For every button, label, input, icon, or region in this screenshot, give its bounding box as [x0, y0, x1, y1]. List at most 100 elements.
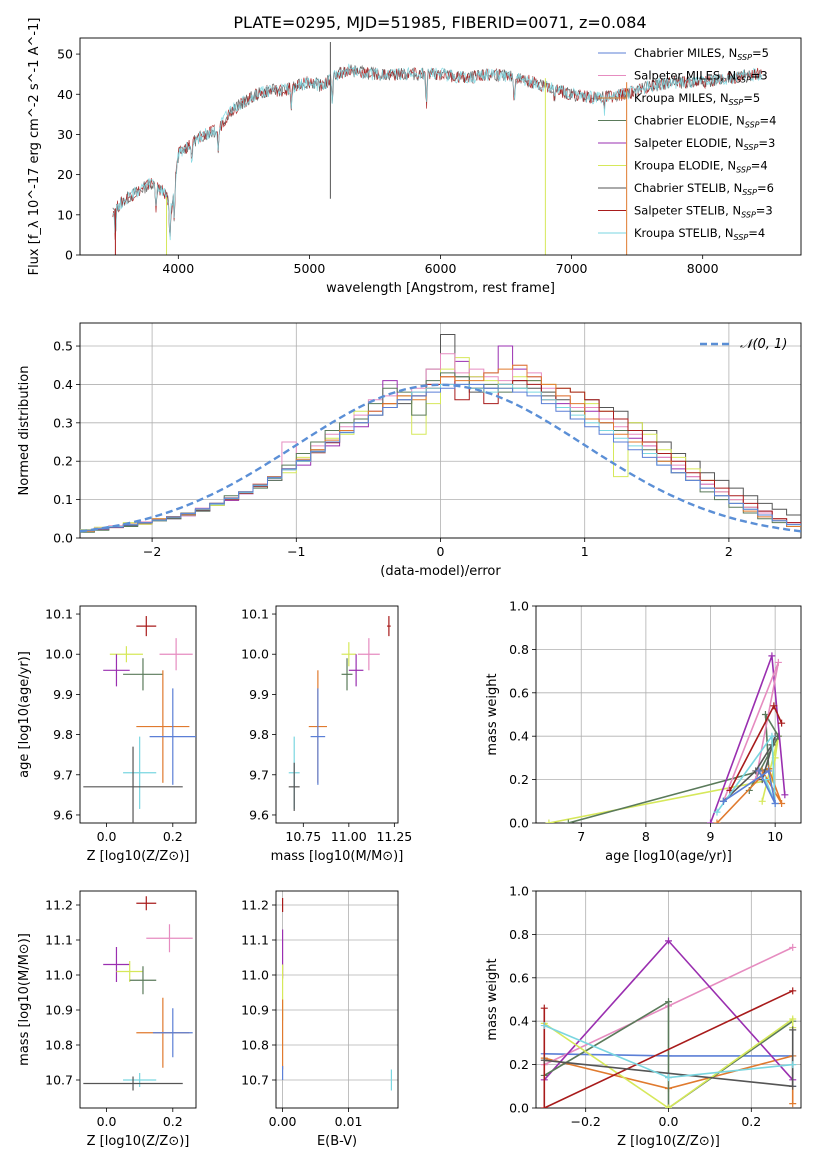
z_weight-marker — [540, 1056, 548, 1064]
age_weight-marker — [765, 767, 773, 775]
mass_age-ytick-label: 9.6 — [249, 807, 269, 822]
mass_age-xtick-label: 11.25 — [376, 829, 412, 844]
residuals-ytick-label: 0.3 — [53, 415, 73, 430]
z_weight-marker — [665, 1074, 672, 1082]
z_mass-xlabel: Z [log10(Z/Z⊙)] — [87, 1134, 190, 1149]
ebv_mass-ytick-label: 10.7 — [241, 1073, 269, 1088]
z_weight-marker — [665, 1104, 672, 1108]
z_weight-marker — [789, 1082, 797, 1090]
residuals-ylabel: Normed distribution — [17, 366, 32, 496]
age_weight-marker — [781, 791, 789, 799]
spectrum-xlabel: wavelength [Angstrom, rest frame] — [326, 281, 555, 296]
mass_age-xlabel: mass [log10(M/M⊙)] — [271, 849, 404, 864]
age_weight-xtick-label: 8 — [642, 829, 650, 844]
z_age-ytick-label: 10.1 — [45, 607, 73, 622]
ebv_mass-ytick-label: 11.1 — [241, 933, 269, 948]
z_weight-marker — [789, 943, 797, 951]
z_weight-marker — [540, 1022, 548, 1030]
z_age-axes: 0.0 0.2 9.6 9.7 9.8 9.9 10.0 10.1 Z [log10(Z/Z⊙)… — [17, 605, 197, 864]
z_age-xlabel: Z [log10(Z/Z⊙)] — [87, 849, 190, 864]
age_weight-ylabel: mass weight — [485, 673, 500, 755]
age_weight-xtick-label: 7 — [577, 829, 585, 844]
z_weight-xtick-label: −0.2 — [571, 1114, 601, 1129]
z_weight-ytick-label: 0.4 — [509, 1014, 529, 1029]
z_weight-ylabel: mass weight — [485, 958, 500, 1040]
age_weight-marker — [564, 819, 572, 823]
z_mass-frame — [79, 890, 197, 1109]
residuals-ytick-label: 0.5 — [53, 339, 73, 354]
z_weight-marker — [540, 1004, 548, 1012]
ebv_mass-points — [281, 898, 393, 1091]
mass_age-axes: 10.75 11.00 11.25 9.6 9.7 9.8 9.9 10.0 10.1 mass … — [241, 605, 412, 864]
z_age-frame — [79, 605, 197, 824]
age_weight-xtick-label: 10 — [767, 829, 783, 844]
histogram-chabrier_stelib — [80, 334, 801, 532]
z_weight-marker — [789, 987, 797, 995]
legend-label: Kroupa MILES, NSSP=5 — [634, 91, 760, 107]
z_weight-series-chabrier_elodie — [543, 1000, 794, 1108]
legend-label: Kroupa ELODIE, NSSP=4 — [634, 159, 768, 175]
z_weight-xtick-label: 0.2 — [741, 1114, 761, 1129]
z_weight-ytick-label: 0.2 — [509, 1057, 529, 1072]
residuals-xtick-label: 0 — [437, 544, 445, 559]
legend-label: Chabrier ELODIE, NSSP=4 — [634, 114, 776, 130]
spectrum-ytick-label: 0 — [65, 248, 73, 263]
residuals-ytick-label: 0.2 — [53, 454, 73, 469]
residuals-xtick-label: −2 — [143, 544, 161, 559]
spectrum-line-kroupa_stelib — [112, 63, 763, 241]
z_weight-marker — [665, 998, 672, 1006]
z_weight-series-kroupa_elodie — [543, 1017, 794, 1108]
histogram-salpeter_miles — [80, 353, 801, 531]
spectrum-xtick-label: 8000 — [687, 261, 719, 276]
ebv_mass-xlabel: E(B-V) — [317, 1134, 357, 1149]
z_mass-ytick-label: 10.8 — [45, 1038, 73, 1053]
z_mass-xtick-label: 0.0 — [97, 1114, 117, 1129]
age_weight-frame — [535, 605, 802, 824]
age_weight-axes: 7 8 9 10 0.0 0.2 0.4 0.6 0.8 1.0 age [log10(age/yr… — [485, 599, 802, 864]
mass_age-frame — [275, 605, 399, 824]
mass_age-ytick-label: 9.8 — [249, 727, 269, 742]
age_weight-marker — [778, 719, 786, 727]
spectrum-axes: 4000 5000 6000 7000 8000 0 10 20 30 40 50 wavelengt… — [27, 18, 802, 296]
legend-label: Salpeter MILES, NSSP=3 — [634, 69, 768, 85]
normal-curve — [80, 383, 801, 533]
mass_age-ytick-label: 10.0 — [241, 647, 269, 662]
spectrum-ytick-label: 50 — [57, 47, 73, 62]
ebv_mass-xtick-label: 0.01 — [335, 1114, 363, 1129]
histogram-chabrier_miles — [80, 383, 801, 531]
z_weight-ytick-label: 0.8 — [509, 927, 529, 942]
spectrum-xtick-label: 4000 — [162, 261, 194, 276]
legend-label: Salpeter STELIB, NSSP=3 — [634, 204, 773, 220]
residuals-frame — [79, 322, 802, 539]
spectrum-ytick-label: 10 — [57, 207, 73, 222]
age_weight-marker — [768, 652, 776, 660]
mass_age-xtick-label: 11.00 — [331, 829, 367, 844]
z_mass-ytick-label: 10.7 — [45, 1073, 73, 1088]
z_weight-marker — [665, 937, 672, 945]
residuals-xtick-label: −1 — [287, 544, 305, 559]
age_weight-xtick-label: 9 — [707, 829, 715, 844]
mass_age-ytick-label: 9.9 — [249, 687, 269, 702]
age_weight-marker — [771, 799, 779, 807]
age_weight-marker — [545, 819, 553, 823]
ebv_mass-ytick-label: 11.0 — [241, 968, 269, 983]
spectrum-legend: Chabrier MILES, NSSP=5 Salpeter MILES, NS… — [598, 46, 776, 242]
age_weight-marker — [713, 819, 721, 823]
figure-title: PLATE=0295, MJD=51985, FIBERID=0071, z=0… — [233, 13, 646, 32]
z_weight-xlabel: Z [log10(Z/Z⊙)] — [617, 1134, 720, 1149]
spectrum-frame — [79, 37, 802, 256]
spectrum-ytick-label: 30 — [57, 127, 73, 142]
residuals-xlabel: (data-model)/error — [380, 564, 501, 579]
z_age-ytick-label: 9.7 — [53, 767, 73, 782]
ebv_mass-ytick-label: 10.9 — [241, 1003, 269, 1018]
legend-label: Chabrier STELIB, NSSP=6 — [634, 181, 774, 197]
z_mass-ytick-label: 10.9 — [45, 1003, 73, 1018]
age_weight-marker — [774, 658, 782, 666]
age_weight-marker — [768, 732, 776, 740]
z_mass-ylabel: mass [log10(M/M⊙)] — [17, 933, 32, 1066]
residuals-ytick-label: 0.4 — [53, 377, 73, 392]
age_weight-ytick-label: 0.8 — [509, 642, 529, 657]
z_weight-marker — [789, 1061, 797, 1069]
age_weight-marker — [778, 799, 786, 807]
